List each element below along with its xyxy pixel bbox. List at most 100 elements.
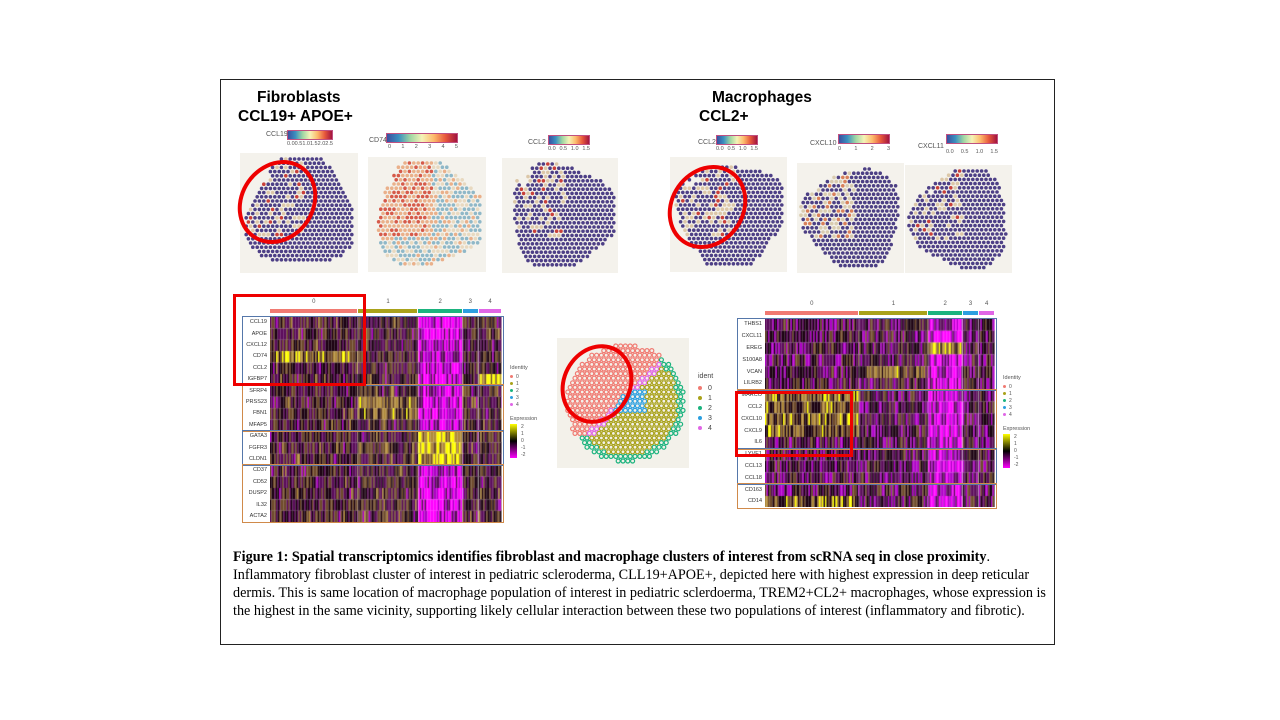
- spot: [816, 188, 821, 192]
- spot: [705, 203, 709, 207]
- cluster-spot: [661, 380, 667, 386]
- spot: [973, 249, 977, 253]
- spot: [565, 200, 570, 204]
- spot: [550, 237, 554, 242]
- spot: [960, 198, 964, 203]
- spot: [314, 182, 319, 186]
- spot: [288, 190, 292, 195]
- spot: [574, 174, 579, 179]
- spot: [935, 219, 940, 224]
- cluster-spot: [613, 453, 619, 460]
- spot: [594, 204, 598, 208]
- cluster-spot: [605, 412, 612, 418]
- spot: [598, 179, 603, 183]
- spot: [341, 216, 345, 220]
- spot: [451, 253, 456, 258]
- spot: [519, 246, 524, 250]
- spot: [601, 242, 605, 246]
- cluster-spot: [653, 412, 660, 418]
- spot: [515, 229, 519, 233]
- spot: [398, 236, 403, 241]
- spot: [874, 221, 878, 226]
- spot: [262, 224, 266, 228]
- spot: [262, 241, 266, 245]
- cluster-spot: [598, 444, 605, 450]
- spot: [843, 263, 847, 268]
- cluster-spot: [586, 393, 593, 400]
- colorbar-tick: 0.0: [716, 146, 724, 152]
- spot: [568, 229, 572, 233]
- spot: [328, 249, 332, 254]
- spot: [303, 253, 308, 258]
- spot: [308, 161, 312, 165]
- spot: [878, 188, 882, 192]
- expression-tick: 0: [1014, 448, 1017, 454]
- spot: [255, 220, 259, 224]
- legend-dot: [1003, 406, 1006, 409]
- cluster-spot: [644, 393, 650, 400]
- spot: [598, 229, 603, 233]
- spot: [725, 182, 729, 186]
- cluster-spot: [644, 375, 650, 381]
- spot: [297, 216, 301, 220]
- spot: [425, 220, 429, 224]
- spot: [317, 211, 321, 216]
- spot: [436, 165, 440, 169]
- spot: [847, 205, 852, 209]
- spot: [841, 259, 845, 264]
- cluster-spot: [610, 393, 617, 400]
- spot: [469, 186, 473, 190]
- spot: [882, 188, 887, 192]
- spot: [310, 241, 314, 245]
- spot: [284, 174, 288, 178]
- gene-label: CD14: [747, 498, 762, 505]
- spot: [445, 241, 449, 245]
- cluster-spot: [637, 435, 643, 441]
- cluster-bar-3: [962, 311, 978, 315]
- cluster-spot: [591, 430, 597, 437]
- spot: [832, 251, 836, 255]
- spot: [698, 190, 703, 195]
- spot: [929, 240, 933, 245]
- spot: [561, 166, 565, 170]
- spot: [255, 211, 259, 216]
- legend-label: 1: [708, 394, 712, 402]
- spot: [867, 251, 871, 255]
- cluster-spot: [579, 435, 585, 441]
- cluster-spot: [629, 375, 636, 381]
- legend-label: 1: [1009, 390, 1012, 397]
- spot: [747, 224, 751, 228]
- spot: [885, 175, 889, 180]
- spot: [576, 246, 581, 250]
- cluster-spot: [584, 416, 590, 423]
- spot: [685, 207, 689, 211]
- spot: [319, 157, 323, 161]
- spot: [940, 202, 944, 207]
- cluster-spot: [644, 439, 650, 446]
- spot: [460, 203, 464, 207]
- spot: [722, 236, 727, 241]
- spot: [266, 190, 270, 195]
- spot: [986, 249, 990, 253]
- spot: [841, 175, 845, 180]
- spot: [526, 233, 530, 238]
- spot: [834, 247, 838, 251]
- spot: [286, 161, 290, 165]
- spot: [841, 242, 845, 247]
- spot: [722, 211, 727, 216]
- cluster-spot: [589, 407, 595, 414]
- spot: [557, 225, 561, 229]
- spot: [977, 257, 982, 261]
- spot: [248, 224, 253, 228]
- spot: [275, 207, 279, 212]
- spot: [764, 224, 769, 228]
- spot: [532, 246, 537, 250]
- spot: [863, 259, 867, 264]
- spot: [975, 236, 979, 240]
- spot: [836, 217, 841, 222]
- colorbar-tick: 4: [441, 144, 445, 150]
- spot: [286, 220, 290, 224]
- cluster-spot: [620, 357, 626, 363]
- spot: [854, 226, 858, 230]
- spot: [823, 209, 827, 213]
